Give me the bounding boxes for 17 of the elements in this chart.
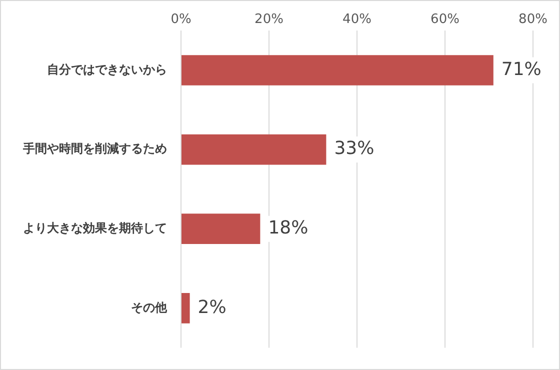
x-tick-label: 40% (342, 12, 372, 28)
data-label: 71% (501, 58, 542, 80)
y-tick-label: より大きな効果を期待して (23, 220, 167, 235)
x-tick-label: 20% (254, 12, 284, 28)
x-tick-label: 80% (518, 12, 548, 28)
bar (182, 134, 326, 165)
y-tick-label: その他 (131, 300, 168, 314)
bar (182, 55, 494, 86)
data-label: 33% (334, 138, 374, 160)
x-tick-label: 0% (170, 12, 192, 28)
bar (182, 214, 260, 244)
data-label: 18% (268, 218, 308, 239)
data-label: 2% (198, 296, 226, 318)
x-tick-label: 60% (430, 12, 460, 28)
y-tick-label: 自分ではできないから (47, 62, 167, 76)
bar (182, 292, 190, 324)
y-tick-label: 手間や時間を削減するため (22, 142, 167, 156)
